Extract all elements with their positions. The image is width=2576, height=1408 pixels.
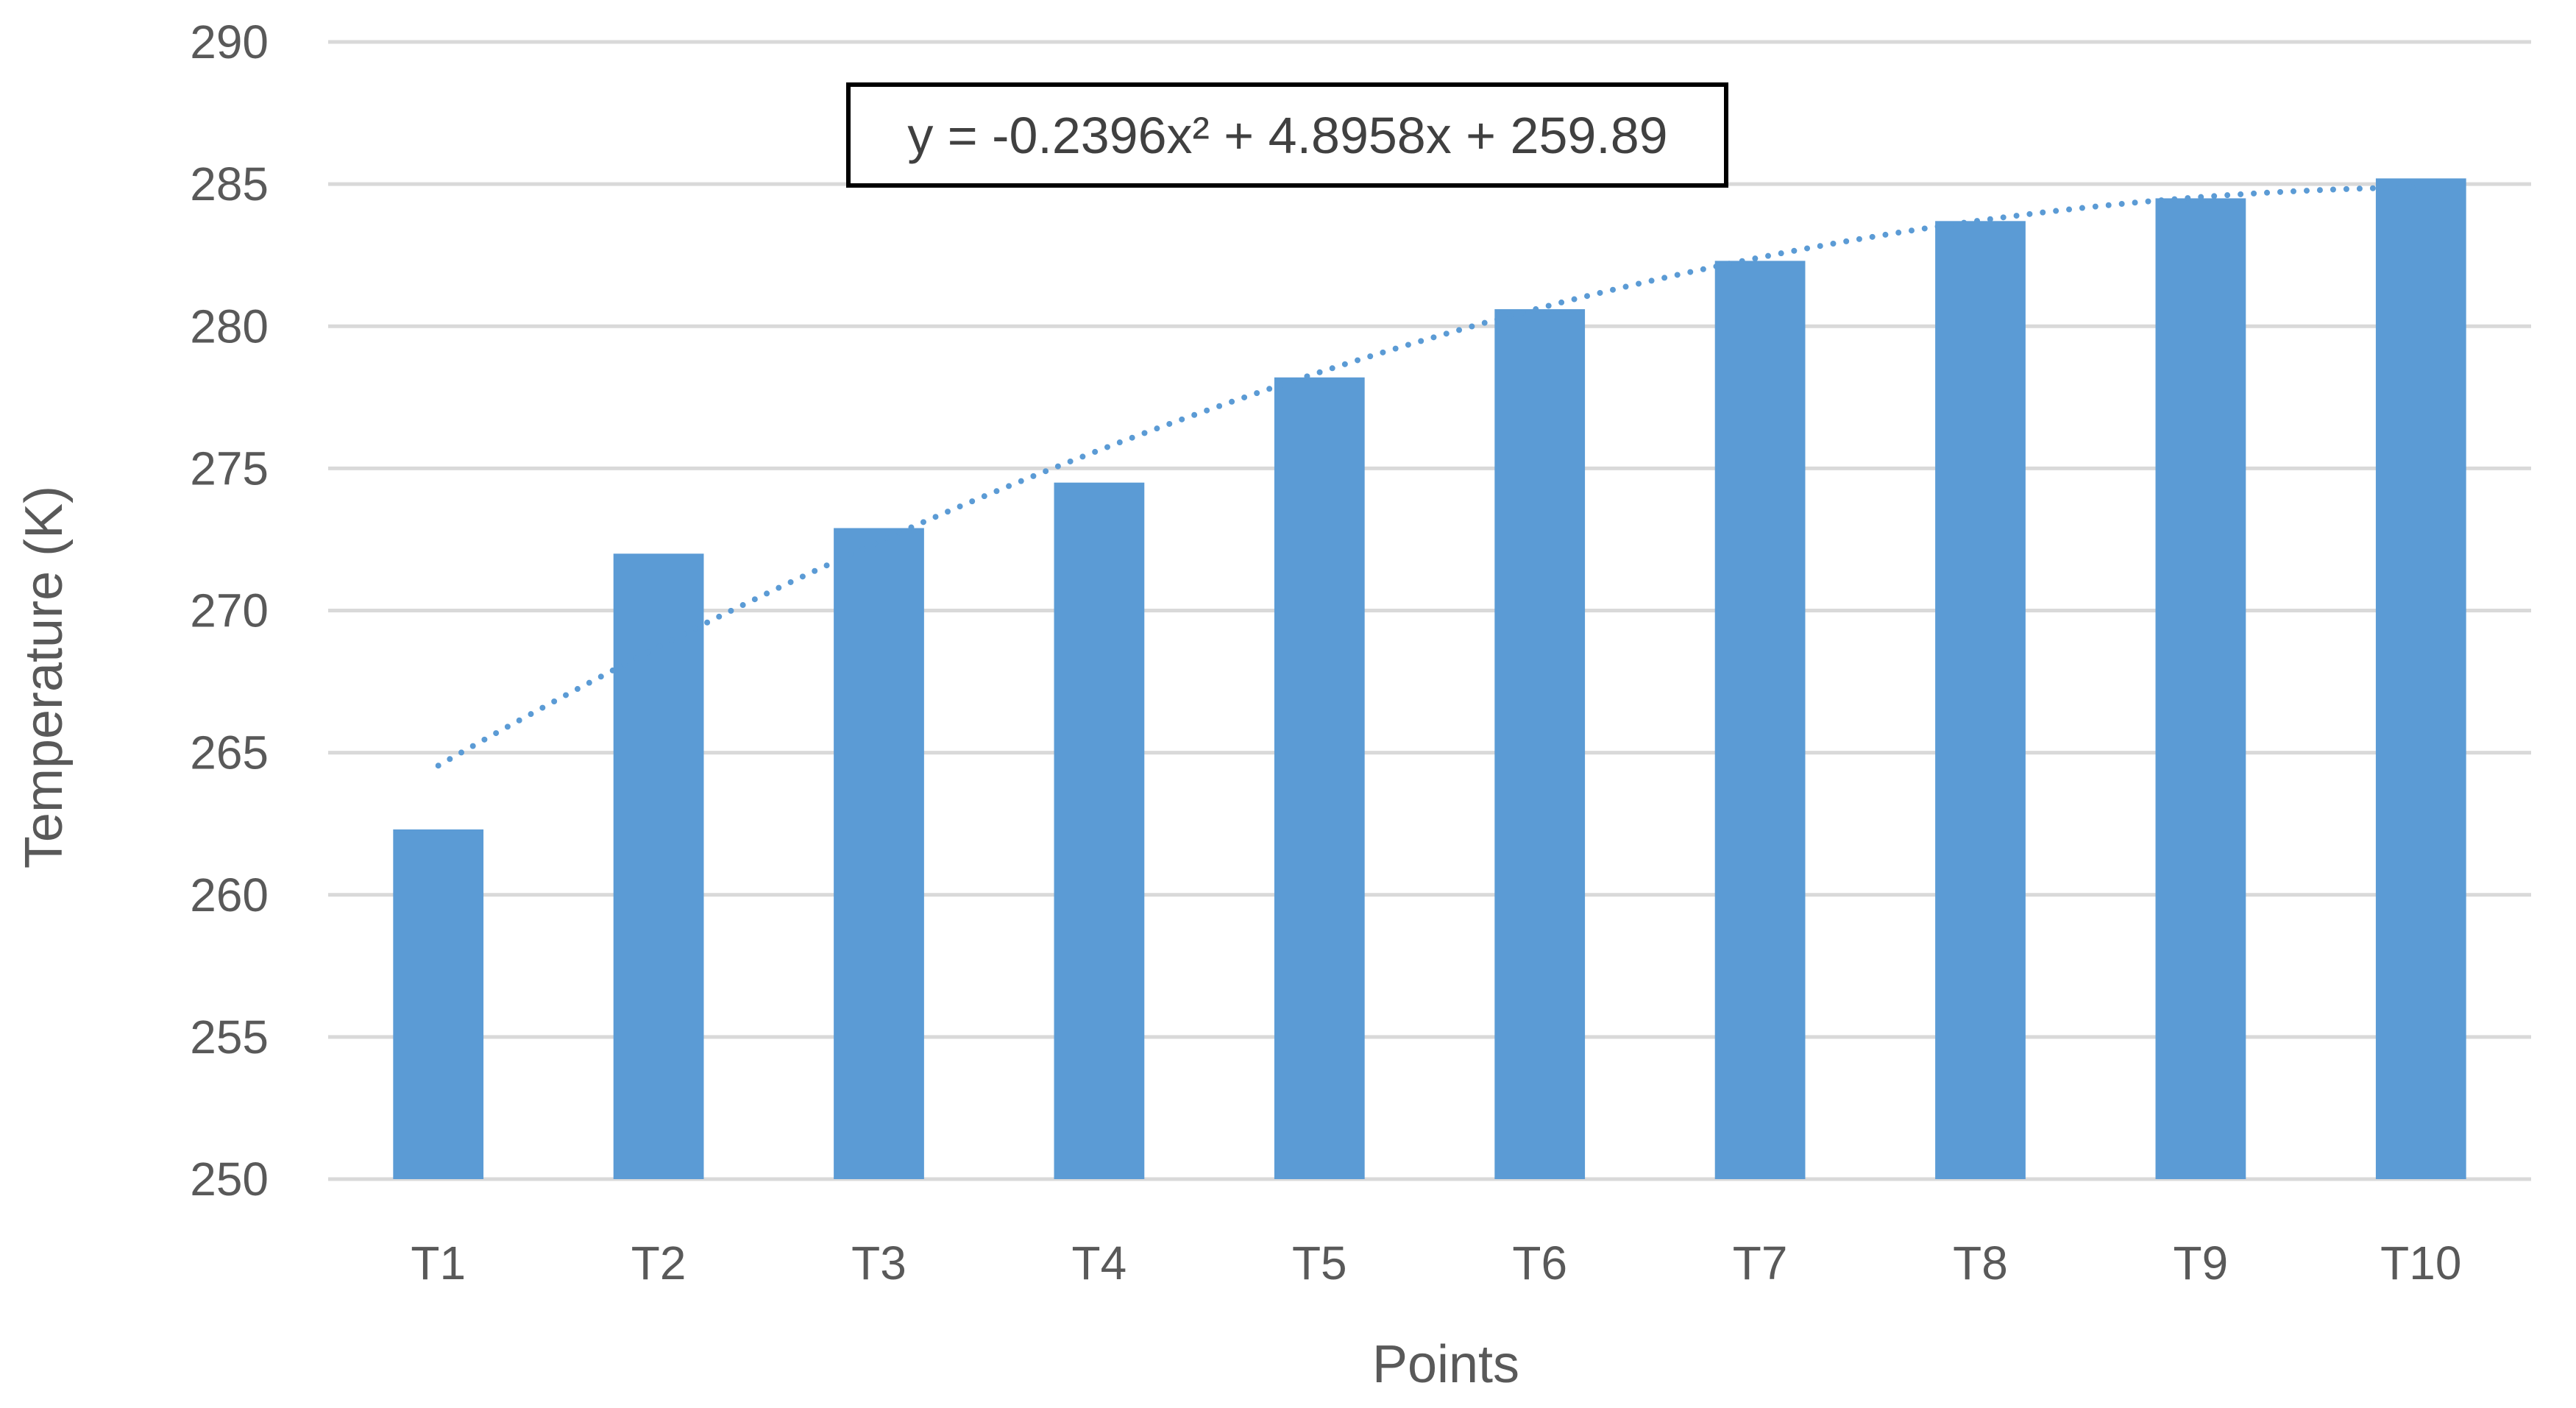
y-tick-label: 285 — [190, 158, 269, 211]
bars — [393, 178, 2466, 1180]
bar-T5 — [1274, 377, 1365, 1179]
bar-T8 — [1935, 221, 2026, 1179]
y-tick-label: 265 — [190, 726, 269, 779]
x-tick-label: T3 — [851, 1237, 906, 1290]
y-axis-ticks: 250 255 260 265 270 275 280 285 290 — [190, 15, 269, 1206]
y-tick-label: 275 — [190, 442, 269, 495]
bar-T4 — [1054, 482, 1145, 1179]
y-tick-label: 255 — [190, 1011, 269, 1064]
x-tick-label: T10 — [2380, 1237, 2461, 1290]
x-tick-label: T6 — [1512, 1237, 1567, 1290]
trendline-equation: y = -0.2396x² + 4.8958x + 259.89 — [907, 107, 1667, 164]
x-tick-label: T4 — [1072, 1237, 1127, 1290]
bar-T10 — [2375, 178, 2466, 1179]
x-axis-ticks: T1 T2 T3 T4 T5 T6 T7 T8 T9 T10 — [411, 1237, 2461, 1290]
trendline — [435, 184, 2424, 769]
x-tick-label: T5 — [1292, 1237, 1347, 1290]
x-tick-label: T8 — [1953, 1237, 2008, 1290]
bar-T2 — [613, 553, 704, 1179]
y-tick-label: 280 — [190, 300, 269, 353]
bar-T3 — [834, 528, 924, 1179]
bar-T7 — [1714, 261, 1806, 1180]
bar-T6 — [1494, 309, 1586, 1180]
x-tick-label: T7 — [1733, 1237, 1788, 1290]
bar-T9 — [2155, 198, 2246, 1179]
trendline-equation-box: y = -0.2396x² + 4.8958x + 259.89 — [846, 82, 1728, 188]
y-tick-label: 260 — [190, 868, 269, 921]
y-tick-label: 250 — [190, 1153, 269, 1206]
y-tick-label: 290 — [190, 15, 269, 68]
bar-T1 — [393, 829, 484, 1179]
y-axis-title: Temperature (K) — [15, 486, 74, 868]
x-axis-title: Points — [1372, 1335, 1519, 1394]
x-tick-label: T1 — [411, 1237, 466, 1290]
y-tick-label: 270 — [190, 584, 269, 637]
x-tick-label: T9 — [2174, 1237, 2229, 1290]
x-tick-label: T2 — [631, 1237, 686, 1290]
